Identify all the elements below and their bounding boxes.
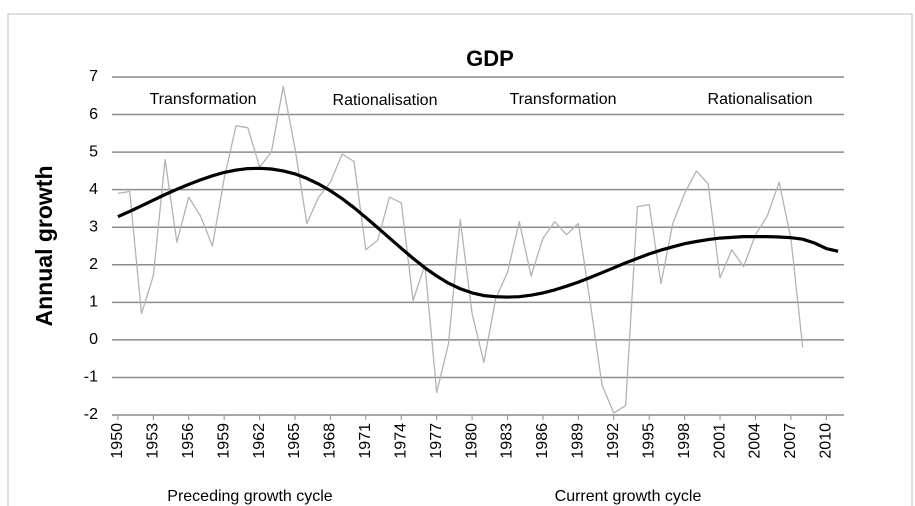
x-tick-label: 1974 bbox=[392, 423, 409, 459]
y-tick-label: 7 bbox=[89, 68, 98, 85]
line-series bbox=[117, 166, 839, 299]
y-tick-label: 6 bbox=[89, 106, 98, 123]
x-tick-label: 1992 bbox=[605, 423, 622, 459]
frame bbox=[7, 13, 913, 506]
x-tick-label: 1983 bbox=[499, 423, 516, 459]
x-tick-label: 2001 bbox=[711, 423, 728, 459]
phase-label: Rationalisation bbox=[333, 92, 438, 109]
y-tick-label: -2 bbox=[84, 406, 98, 423]
x-tick-label: 1971 bbox=[357, 423, 374, 459]
x-tick-label: 1998 bbox=[676, 423, 693, 459]
y-axis-label: Annual growth bbox=[31, 166, 57, 327]
x-tick-label: 1968 bbox=[322, 423, 339, 459]
x-tick-label: 1962 bbox=[251, 423, 268, 459]
chart-title: GDP bbox=[466, 46, 514, 71]
y-tick-label: 5 bbox=[89, 143, 98, 160]
y-tick-label: 0 bbox=[89, 331, 98, 348]
x-tick-label: 2004 bbox=[747, 423, 764, 459]
phase-label: Transformation bbox=[510, 91, 617, 108]
cycle-label: Current growth cycle bbox=[555, 488, 702, 505]
phase-label: Transformation bbox=[150, 91, 257, 108]
x-tick-label: 1965 bbox=[286, 423, 303, 459]
x-tick-label: 1950 bbox=[109, 423, 126, 459]
x-tick-label: 1953 bbox=[145, 423, 162, 459]
x-tick-label: 1986 bbox=[534, 423, 551, 459]
y-tick-label: 1 bbox=[89, 294, 98, 311]
y-tick-label: 3 bbox=[89, 218, 98, 235]
x-tick-label: 2007 bbox=[782, 423, 799, 459]
x-tick-label: 1980 bbox=[463, 423, 480, 459]
cycle-label: Preceding growth cycle bbox=[167, 488, 333, 505]
y-tick-label: 2 bbox=[89, 256, 98, 273]
x-tick-label: 1995 bbox=[640, 423, 657, 459]
y-tick-label: -1 bbox=[84, 369, 98, 386]
x-tick-label: 2010 bbox=[818, 423, 835, 459]
x-tick-label: 1959 bbox=[215, 423, 232, 459]
y-tick-label: 4 bbox=[89, 181, 98, 198]
x-tick-label: 1977 bbox=[428, 423, 445, 459]
line-series bbox=[117, 85, 804, 414]
phase-label: Rationalisation bbox=[708, 91, 813, 108]
x-tick-label: 1956 bbox=[180, 423, 197, 459]
x-tick-label: 1989 bbox=[570, 423, 587, 459]
